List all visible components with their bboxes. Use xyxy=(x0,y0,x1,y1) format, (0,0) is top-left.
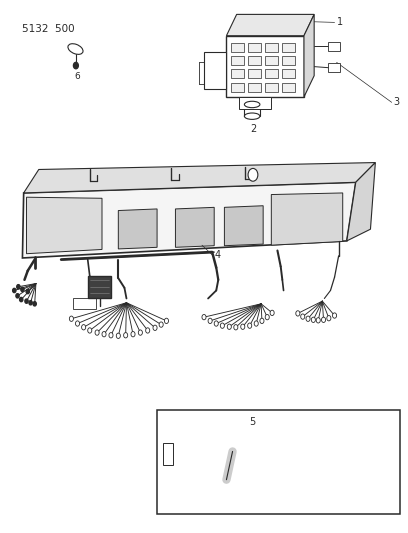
Circle shape xyxy=(29,301,32,305)
Circle shape xyxy=(214,321,218,326)
Bar xyxy=(204,52,226,89)
Circle shape xyxy=(159,322,163,327)
Circle shape xyxy=(248,168,258,181)
Bar xyxy=(239,97,271,109)
Ellipse shape xyxy=(68,44,83,54)
Circle shape xyxy=(311,317,315,322)
Circle shape xyxy=(116,333,120,338)
Bar xyxy=(231,69,244,78)
Bar xyxy=(282,83,295,92)
Circle shape xyxy=(146,328,150,333)
Circle shape xyxy=(82,325,86,330)
Circle shape xyxy=(124,333,128,338)
Polygon shape xyxy=(347,163,375,241)
Circle shape xyxy=(75,321,80,326)
Polygon shape xyxy=(24,163,375,193)
Circle shape xyxy=(95,330,99,335)
Circle shape xyxy=(254,321,258,326)
Text: 4: 4 xyxy=(214,250,220,260)
Circle shape xyxy=(301,314,305,319)
Circle shape xyxy=(16,294,19,298)
Polygon shape xyxy=(304,14,314,97)
Bar xyxy=(282,69,295,78)
Polygon shape xyxy=(27,197,102,254)
Polygon shape xyxy=(224,206,263,246)
Circle shape xyxy=(20,297,23,302)
Circle shape xyxy=(25,299,28,303)
Circle shape xyxy=(153,325,157,330)
Text: 6: 6 xyxy=(75,72,80,82)
Polygon shape xyxy=(22,182,356,258)
Polygon shape xyxy=(271,193,343,245)
Circle shape xyxy=(208,318,212,324)
Text: 5: 5 xyxy=(249,417,255,427)
Circle shape xyxy=(296,311,300,316)
Circle shape xyxy=(220,323,224,328)
Circle shape xyxy=(270,310,274,316)
Circle shape xyxy=(109,333,113,338)
Polygon shape xyxy=(175,207,214,247)
Bar xyxy=(282,56,295,65)
Bar xyxy=(328,63,340,72)
Bar xyxy=(265,56,278,65)
Circle shape xyxy=(202,314,206,320)
Bar xyxy=(328,42,340,51)
Circle shape xyxy=(13,288,16,293)
Bar xyxy=(248,56,261,65)
Bar xyxy=(265,43,278,52)
Circle shape xyxy=(73,62,78,69)
Circle shape xyxy=(316,318,320,323)
Circle shape xyxy=(265,314,269,320)
Bar xyxy=(157,410,400,514)
Ellipse shape xyxy=(244,101,260,108)
Bar xyxy=(88,276,111,298)
Text: 1: 1 xyxy=(337,18,343,27)
Polygon shape xyxy=(226,14,314,36)
Bar xyxy=(231,43,244,52)
Circle shape xyxy=(164,318,169,324)
Circle shape xyxy=(260,318,264,324)
Text: 5132  500: 5132 500 xyxy=(22,24,75,34)
Circle shape xyxy=(241,324,245,329)
Bar xyxy=(231,83,244,92)
Polygon shape xyxy=(226,36,304,97)
Circle shape xyxy=(306,316,310,321)
Polygon shape xyxy=(118,209,157,249)
Bar xyxy=(248,69,261,78)
Circle shape xyxy=(26,289,29,294)
Text: 2: 2 xyxy=(251,124,257,134)
Bar xyxy=(248,43,261,52)
Circle shape xyxy=(69,316,73,321)
Circle shape xyxy=(138,330,142,335)
Circle shape xyxy=(102,332,106,337)
Circle shape xyxy=(227,324,231,329)
Bar xyxy=(73,298,96,309)
Circle shape xyxy=(234,325,238,330)
Bar xyxy=(248,83,261,92)
Circle shape xyxy=(88,328,92,333)
Bar xyxy=(265,69,278,78)
Bar xyxy=(163,443,173,465)
Ellipse shape xyxy=(244,113,260,119)
Bar xyxy=(265,83,278,92)
Bar xyxy=(282,43,295,52)
Circle shape xyxy=(131,332,135,337)
Circle shape xyxy=(327,316,331,321)
Text: 3: 3 xyxy=(394,98,400,107)
Circle shape xyxy=(33,302,36,306)
Circle shape xyxy=(333,313,337,318)
Circle shape xyxy=(322,317,326,322)
Bar xyxy=(231,56,244,65)
Circle shape xyxy=(248,323,252,328)
Circle shape xyxy=(17,285,20,289)
Circle shape xyxy=(21,287,24,292)
